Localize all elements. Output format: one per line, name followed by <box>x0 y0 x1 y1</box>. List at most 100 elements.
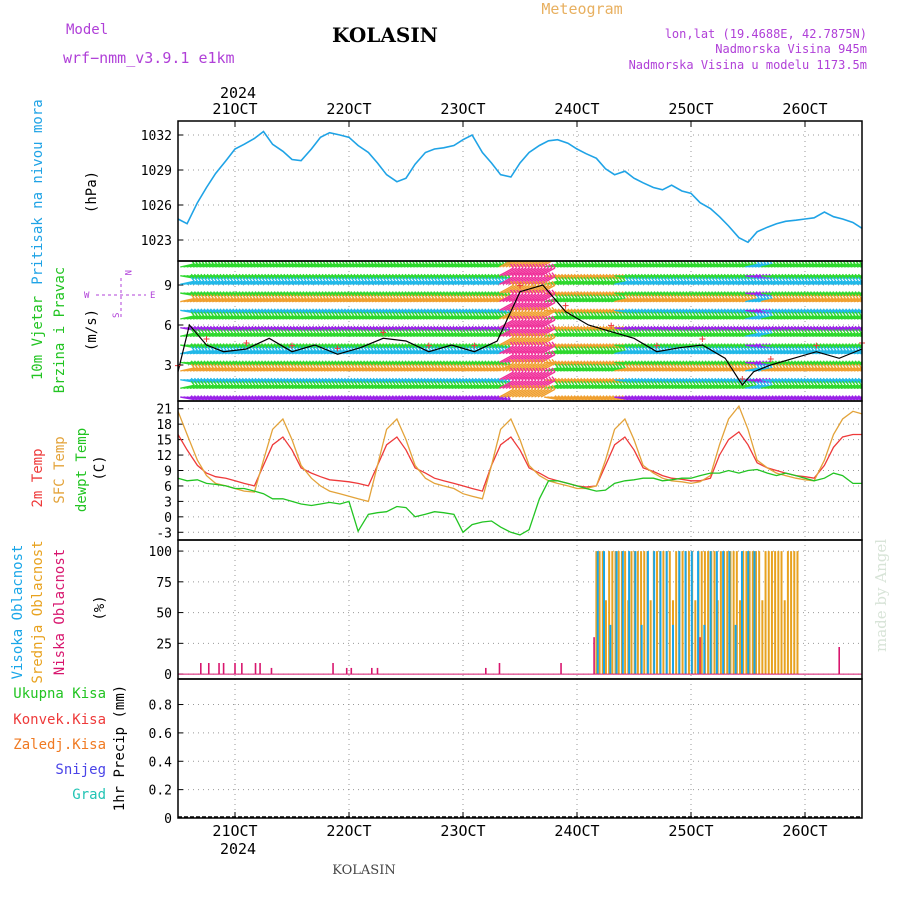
lonlat-text: lon,lat (19.4688E, 42.7875N) <box>665 27 867 41</box>
wind-barb-flag <box>618 261 623 265</box>
wind-barb-flag <box>612 261 617 265</box>
wind-barb-flag <box>650 261 655 265</box>
wind-barb-flag <box>606 261 610 265</box>
wind-barb-flag <box>350 261 355 265</box>
ytick-label: 9 <box>164 279 172 294</box>
legend-conv-rain: Konvek.Kisa <box>13 712 106 728</box>
wind-barb-flag <box>280 261 285 265</box>
wind-barb-flag <box>546 255 549 259</box>
wind-barb-flag <box>634 261 639 265</box>
cloud-ylabel-high: Visoka Oblacnost <box>10 545 26 680</box>
wind-barb-flag <box>602 261 607 265</box>
legend-frozen-rain: Zaledj.Kisa <box>13 737 106 753</box>
wind-barb-flag <box>865 277 868 281</box>
wind-barb-flag <box>389 261 393 265</box>
wind-barb-flag <box>756 261 760 265</box>
wind-barb-flag <box>306 261 310 265</box>
wind-barb-flag <box>868 347 871 351</box>
legend-snow: Snijeg <box>55 762 106 778</box>
wind-barb-flag <box>762 261 767 265</box>
wind-barb-flag <box>551 263 556 269</box>
wind-barb-flag <box>871 277 874 281</box>
wind-barb-flag <box>865 292 868 296</box>
wind-barb-flag <box>871 344 874 348</box>
wind-barb-flag <box>587 261 591 265</box>
wind-barb-flag <box>338 261 342 265</box>
wind-barb-flag <box>523 255 526 259</box>
wind-barb-flag <box>775 261 779 265</box>
wind-barb-flag <box>334 261 339 265</box>
model-name: wrf−nmm_v3.9.1 e1km <box>63 49 235 67</box>
wind-barb-flag <box>868 277 871 281</box>
wind-barb-flag <box>535 263 540 269</box>
wind-barb-flag <box>216 261 221 265</box>
wind-barb-flag <box>772 261 776 265</box>
wind-barb-flag <box>536 255 539 259</box>
pressure-ylabel: Pritisak na nivou mora (hPa) <box>30 99 100 284</box>
ytick-label: 0.4 <box>149 755 173 770</box>
wind-barb-flag <box>274 261 278 265</box>
wind-ylabel-sub: Brzina i Pravac <box>52 267 68 393</box>
wind-barb-flag <box>440 261 444 265</box>
wind-barb-flag <box>414 261 419 265</box>
wind-barb-flag <box>577 261 582 265</box>
wind-barb-flag <box>325 261 329 265</box>
wind-barb-flag <box>283 261 288 265</box>
cloud-ylabel: Visoka Oblacnost Srednja Oblacnost Niska… <box>10 540 108 683</box>
wind-barb-flag <box>533 255 536 259</box>
wind-barb-flag <box>549 255 552 259</box>
wind-barb-flag <box>519 263 524 269</box>
wind-barb-flag <box>290 261 294 265</box>
wind-barb-flag <box>509 263 515 269</box>
wind-barb-flag <box>631 261 636 265</box>
wind-barb-flag <box>433 261 438 265</box>
wind-barb-flag <box>510 255 513 259</box>
wind-barb-flag <box>609 261 613 265</box>
wind-barb-flag <box>749 261 754 265</box>
station-title: KOLASIN <box>332 23 438 47</box>
wind-barb-flag <box>695 261 700 265</box>
wind-barb-flag <box>436 261 441 265</box>
wind-barb-flag <box>328 261 333 265</box>
wind-barb-flag <box>714 261 719 265</box>
wind-barb-flag <box>730 261 735 265</box>
wind-barb-flag <box>871 347 874 351</box>
footer-station: KOLASIN <box>332 863 395 878</box>
wind-barb-flag <box>868 312 871 316</box>
wind-barb-flag <box>532 263 537 269</box>
temp-ylabel: 2m Temp SFC Temp dewpt Temp (C) <box>30 428 108 512</box>
wind-barb-flag <box>778 261 783 265</box>
meteogram-title: Meteogram <box>541 0 622 18</box>
year-top: 2024 <box>220 84 256 102</box>
wind-barb-flag <box>823 261 827 265</box>
wind-barb-flag <box>207 261 211 265</box>
wind-barb-flag <box>331 261 336 265</box>
ytick-label: 100 <box>149 545 172 560</box>
wind-barb-flag <box>513 263 518 269</box>
wind-barb-flag <box>452 261 457 265</box>
wind-barb-flag <box>267 261 272 265</box>
wind-barb-flag <box>820 261 824 265</box>
wind-barb-flag <box>302 261 307 265</box>
wind-barb-flag <box>430 261 435 265</box>
wind-barb-flag <box>258 261 262 265</box>
wind-barb-flag <box>813 261 818 265</box>
wind-barb-flag <box>373 261 377 265</box>
ytick-label: 6 <box>164 319 172 334</box>
wind-barb-flag <box>865 344 868 348</box>
pressure-ylabel-main: Pritisak na nivou mora <box>30 99 46 284</box>
ytick-label: 50 <box>156 607 172 622</box>
wind-barb-flag <box>647 261 652 265</box>
wind-barb-flag <box>743 261 748 265</box>
wind-barb-flag <box>200 261 205 265</box>
wind-barb-flag <box>354 261 358 265</box>
wind-barb-flag <box>347 261 352 265</box>
wind-barb-flag <box>721 261 725 265</box>
ytick-label: 1026 <box>141 199 172 214</box>
wind-barb-flag <box>478 261 483 265</box>
pressure-line <box>177 130 863 244</box>
wind-barb-flag <box>654 261 658 265</box>
wind-barb-flag <box>315 261 320 265</box>
wind-barb-flag <box>424 261 428 265</box>
ytick-label: 0.6 <box>149 727 172 742</box>
